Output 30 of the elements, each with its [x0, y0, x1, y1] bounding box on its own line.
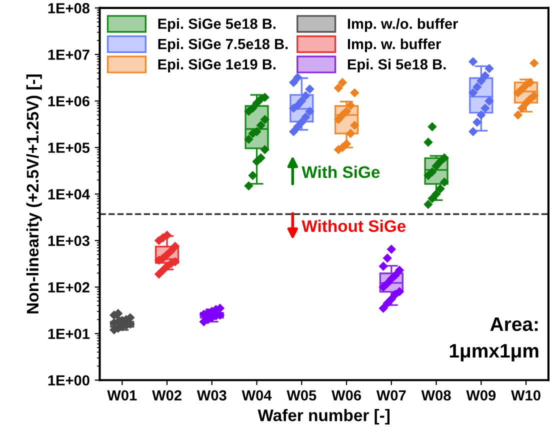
y-tick-label: 1E+04: [48, 189, 90, 200]
legend-label: Epi. SiGe 1e19 B.: [158, 58, 276, 72]
legend-label: Imp. w. buffer: [348, 38, 441, 52]
y-tick-label: 1E+08: [48, 3, 90, 14]
x-tick-label: W10: [511, 390, 540, 401]
y-tick-label: 1E+02: [48, 282, 90, 293]
x-tick-label: W06: [332, 390, 361, 401]
x-tick-label: W01: [107, 390, 137, 401]
legend-label: Epi. SiGe 7.5e18 B.: [158, 38, 288, 52]
legend-label: Imp. w./o. buffer: [348, 18, 458, 32]
x-tick-label: W05: [286, 390, 316, 401]
x-tick-label: W03: [196, 390, 226, 401]
x-axis-title: Wafer number [-]: [258, 408, 390, 425]
annotation: Area: 1μmx1μm: [450, 318, 538, 362]
y-axis-title: Non-linearity (+2.5V/+1.25V) [-]: [26, 74, 42, 314]
y-tick-label: 1E+03: [48, 236, 90, 246]
y-tick-label: 1E+05: [48, 142, 90, 153]
x-tick-label: W04: [242, 390, 272, 401]
legend-label: Epi. SiGe 5e18 B.: [158, 18, 276, 32]
annotation: With SiGe: [302, 166, 380, 178]
x-tick-label: W07: [376, 390, 406, 401]
y-tick-label: 1E+01: [48, 328, 90, 340]
y-tick-label: 1E+00: [48, 375, 90, 386]
legend-label: Epi. Si 5e18 B.: [348, 58, 446, 72]
y-tick-label: 1E+07: [48, 50, 90, 60]
x-tick-label: W08: [421, 390, 451, 401]
annotation: Without SiGe: [302, 220, 406, 232]
x-tick-label: W02: [152, 390, 182, 401]
x-tick-label: W09: [466, 390, 496, 401]
y-tick-label: 1E+06: [48, 96, 90, 106]
